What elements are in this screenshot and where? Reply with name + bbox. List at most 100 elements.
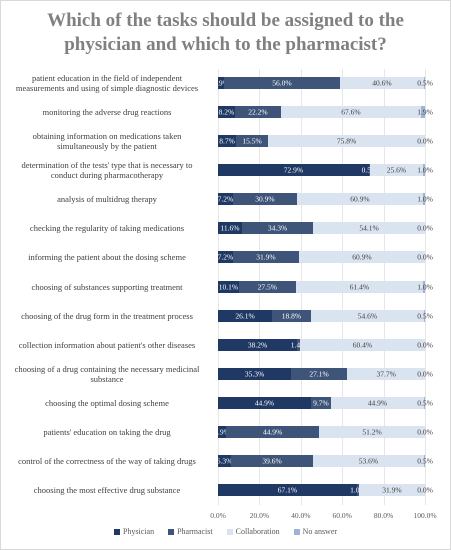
data-label: 0.5%	[362, 166, 378, 175]
data-label: 25.6%	[386, 165, 407, 175]
data-label: 8.2%	[218, 107, 235, 117]
data-label: 39.6%	[262, 456, 282, 466]
category-label: obtaining information on medications tak…	[32, 131, 182, 152]
bar-segment	[356, 484, 359, 496]
legend-label: No answer	[302, 527, 338, 536]
data-label: 44.9%	[254, 398, 275, 408]
data-label: 1.9%	[417, 107, 433, 117]
data-label: 0.0%	[417, 223, 433, 233]
legend-swatch	[226, 528, 233, 535]
bar-segment	[218, 222, 242, 235]
data-label: 8.7%	[219, 136, 235, 146]
data-label: 15.5%	[242, 136, 262, 146]
bar-segment	[310, 396, 332, 409]
bar-segment	[331, 396, 424, 409]
data-label: 72.9%	[283, 165, 304, 175]
data-label: 0.0%	[417, 252, 433, 262]
x-tick-label: 20.0%	[249, 511, 270, 520]
x-tick-label: 60.0%	[332, 511, 352, 520]
data-label: 34.3%	[267, 223, 288, 233]
bar-segment	[358, 484, 425, 496]
data-label: 0.5%	[417, 78, 433, 88]
data-label: 51.2%	[362, 427, 382, 437]
legend-label: Collaboration	[235, 527, 280, 536]
data-label: 56.0%	[272, 78, 292, 88]
data-label: 31.9%	[256, 252, 276, 262]
bar-segment	[310, 309, 424, 322]
data-label: 60.4%	[352, 340, 373, 350]
category-label: monitoring the adverse drug reactions	[42, 107, 172, 118]
legend-label: Physician	[122, 527, 155, 536]
data-label: 0.0%	[417, 427, 433, 437]
data-label: 9.7%	[313, 398, 329, 408]
data-label: 37.7%	[376, 369, 396, 379]
bar-segment	[218, 309, 273, 322]
data-label: 44.9%	[262, 427, 283, 437]
category-label: choosing of the drug form in the treatme…	[21, 310, 193, 321]
legend-swatch	[113, 528, 120, 535]
bar-segment	[347, 367, 426, 380]
bar-segment	[313, 222, 425, 235]
data-label: 27.1%	[309, 369, 329, 379]
bar-segment	[422, 280, 425, 293]
data-label: 10.1%	[218, 282, 239, 291]
legend-swatch	[293, 528, 300, 535]
bar-segment	[369, 164, 423, 177]
bar-segment	[234, 106, 281, 119]
category-label: control of the correctness of the way of…	[18, 455, 196, 466]
bar-segment	[242, 222, 313, 235]
bar-segment	[423, 454, 425, 467]
legend-item: Physician	[113, 527, 155, 536]
data-label: 2.9%	[213, 78, 229, 88]
data-label: 60.9%	[350, 194, 370, 204]
data-label: 0.5%	[417, 311, 433, 321]
data-label: 0.0%	[417, 485, 433, 495]
bar-segment	[238, 280, 296, 293]
bar-segment	[218, 425, 227, 438]
bar-segment	[268, 135, 425, 148]
data-label: 26.1%	[235, 311, 255, 321]
data-label: 0.5%	[417, 456, 433, 466]
data-label: 60.9%	[352, 252, 372, 262]
data-label: 44.9%	[367, 398, 388, 408]
bar-segment	[319, 425, 425, 438]
bar-segment	[422, 164, 425, 177]
legend: Physician Pharmacist Collaboration No answe…	[1, 527, 450, 536]
bar-segment	[218, 396, 311, 409]
grid-line	[425, 69, 426, 505]
legend-swatch	[168, 528, 175, 535]
data-label: 27.5%	[257, 282, 278, 291]
legend-item: Collaboration	[226, 527, 280, 536]
category-label: analysis of multidrug therapy	[57, 194, 157, 205]
category-label: choosing of a drug containing the necess…	[14, 363, 200, 384]
bar-segment	[218, 164, 369, 177]
data-label: 1.0%	[417, 194, 433, 204]
category-label: choosing the optimal dosing scheme	[45, 397, 169, 408]
legend-item: No answer	[293, 527, 338, 536]
bar-segment	[313, 454, 424, 467]
bar-segment	[218, 193, 233, 206]
category-label: informing the patient about the dosing s…	[28, 252, 186, 263]
bar-segment	[420, 106, 425, 119]
bar-segment	[218, 251, 233, 264]
legend-item: Pharmacist	[168, 527, 213, 536]
category-label: collection information about patient's o…	[18, 339, 196, 350]
bar-segment	[280, 106, 421, 119]
data-label: 30.9%	[255, 194, 275, 204]
category-label: choosing the most effective drug substan…	[33, 485, 181, 495]
data-label: 53.6%	[358, 456, 379, 466]
bar-segment	[218, 367, 292, 380]
data-label: 61.4%	[349, 282, 370, 291]
category-label: choosing of substances supporting treatm…	[31, 281, 183, 292]
bar-segment	[218, 338, 298, 351]
bar-segment	[272, 309, 311, 322]
data-label: 7.2%	[217, 252, 234, 262]
bar-segment	[218, 280, 239, 293]
data-label: 22.2%	[248, 107, 268, 117]
data-label: 38.2%	[247, 340, 268, 350]
bar-segment	[423, 77, 425, 89]
data-label: 0.0%	[417, 340, 433, 350]
data-label: 6.3%	[216, 456, 233, 466]
bar-segment	[218, 135, 236, 148]
bar-segment	[218, 106, 235, 119]
